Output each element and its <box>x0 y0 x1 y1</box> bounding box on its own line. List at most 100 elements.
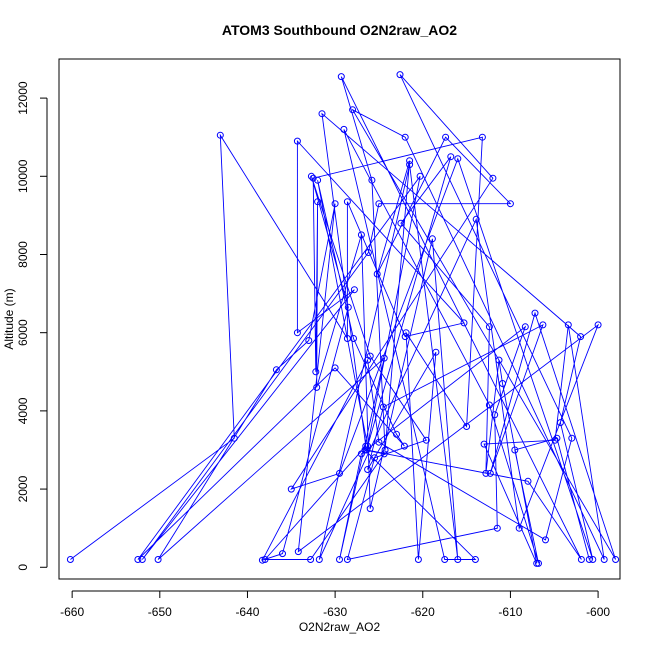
data-point <box>556 419 564 427</box>
plot-frame <box>58 58 621 580</box>
data-point <box>400 442 408 450</box>
data-point <box>485 323 493 331</box>
data-point <box>600 556 608 563</box>
data-point <box>154 556 162 563</box>
data-point <box>553 434 561 442</box>
data-point <box>577 333 585 341</box>
data-point <box>287 485 295 493</box>
data-point <box>432 348 440 356</box>
data-point <box>279 550 286 558</box>
data-point <box>486 469 494 477</box>
data-point <box>568 434 576 442</box>
data-point <box>294 548 302 556</box>
data-point <box>442 133 450 141</box>
data-point <box>506 200 514 208</box>
data-point <box>463 423 471 430</box>
data-point <box>521 323 529 331</box>
data-point <box>524 477 532 485</box>
data-point <box>312 368 320 376</box>
data-point <box>368 176 376 184</box>
data-point <box>380 450 388 458</box>
plot-area <box>58 58 621 580</box>
data-point <box>612 556 620 563</box>
data-point <box>364 356 372 364</box>
data-point <box>357 231 365 239</box>
y-axis: 0 2000 4000 6000 8000 10000 12000 <box>16 81 48 571</box>
data-point <box>344 303 352 311</box>
data-point <box>336 556 343 563</box>
series-line <box>70 74 617 564</box>
x-tick-label: -650 <box>148 605 172 619</box>
data-point <box>381 446 389 454</box>
data-point <box>313 383 321 391</box>
data-point <box>472 215 480 223</box>
data-point <box>309 174 317 182</box>
data-point <box>542 536 549 544</box>
data-point <box>577 556 585 563</box>
data-point <box>551 436 559 444</box>
data-point <box>336 469 343 477</box>
data-point <box>515 524 523 532</box>
data-point <box>375 200 383 208</box>
data-point <box>230 434 238 442</box>
data-point <box>362 442 370 450</box>
data-point <box>380 354 388 362</box>
data-point <box>511 446 519 454</box>
data-point <box>406 157 414 165</box>
data-point <box>357 450 365 458</box>
data-point <box>272 366 280 374</box>
x-axis-label: O2N2raw_AO2 <box>299 620 381 634</box>
data-point <box>589 556 597 563</box>
data-series <box>66 71 620 567</box>
y-axis-label: Altitude (m) <box>2 288 16 349</box>
data-point <box>539 321 547 329</box>
x-tick-label: -660 <box>60 605 84 619</box>
data-point <box>318 110 326 118</box>
data-point <box>397 219 405 227</box>
data-point <box>535 559 542 567</box>
y-tick-label: 10000 <box>16 159 30 193</box>
data-point <box>499 380 506 387</box>
data-point <box>293 137 301 145</box>
data-point <box>414 556 422 563</box>
data-point <box>454 155 462 163</box>
y-tick-label: 12000 <box>16 81 30 115</box>
data-point <box>401 333 409 341</box>
data-point <box>495 356 503 364</box>
data-point <box>138 556 146 563</box>
data-point <box>340 125 348 133</box>
data-point <box>261 556 269 563</box>
data-point <box>375 438 383 446</box>
data-point <box>460 319 468 327</box>
data-point <box>343 198 351 206</box>
data-point <box>406 161 414 169</box>
y-tick-label: 4000 <box>16 397 30 424</box>
data-point <box>134 556 142 563</box>
data-point <box>371 454 379 462</box>
data-point <box>480 440 488 448</box>
data-point <box>373 270 381 278</box>
data-point <box>485 401 493 409</box>
data-point <box>396 71 404 79</box>
data-point <box>454 556 462 563</box>
data-point <box>482 469 490 477</box>
data-point <box>441 556 449 563</box>
data-point <box>66 556 74 563</box>
data-point <box>314 176 322 184</box>
data-point <box>350 286 358 294</box>
y-tick-label: 2000 <box>16 475 30 502</box>
data-point <box>337 73 345 81</box>
data-point <box>564 321 572 329</box>
data-point <box>331 200 339 208</box>
data-point <box>585 556 593 563</box>
data-point <box>361 446 369 454</box>
data-point <box>331 364 339 372</box>
data-point <box>471 556 479 563</box>
y-tick-label: 8000 <box>16 241 30 268</box>
data-point <box>315 556 323 563</box>
data-point <box>401 133 409 141</box>
data-point <box>428 235 436 243</box>
data-point <box>447 153 455 161</box>
data-point <box>364 466 372 473</box>
data-point <box>402 329 410 337</box>
